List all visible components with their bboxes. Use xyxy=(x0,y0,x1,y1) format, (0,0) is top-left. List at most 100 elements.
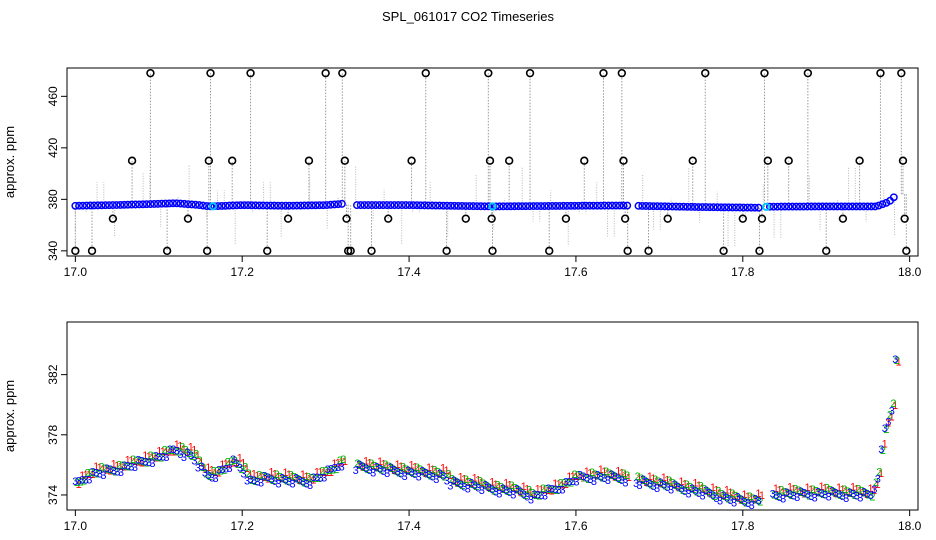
series-2-marker: 2 xyxy=(134,455,140,467)
baseline-point xyxy=(367,201,376,210)
series-3-marker: 3 xyxy=(398,469,404,481)
series-1-marker: 1 xyxy=(671,479,677,491)
series-3-marker: 3 xyxy=(367,465,373,477)
baseline-point xyxy=(101,201,110,210)
series-2-marker: 2 xyxy=(155,452,161,464)
series-3-marker: 3 xyxy=(752,494,758,506)
series-1-marker: 1 xyxy=(889,411,895,423)
series-2-marker: 2 xyxy=(519,487,525,499)
series-1-marker: 1 xyxy=(573,471,579,483)
series-1-marker: 1 xyxy=(783,488,789,500)
series-1-marker: 1 xyxy=(223,459,229,471)
series-1-marker: 1 xyxy=(776,485,782,497)
outlier-point xyxy=(343,246,353,256)
series-1-marker: 1 xyxy=(181,443,187,455)
outlier-point xyxy=(346,246,355,256)
baseline-point xyxy=(709,203,718,212)
series-3-marker: 3 xyxy=(262,471,268,483)
series-2-marker: 2 xyxy=(393,465,399,477)
series-3-marker: 3 xyxy=(724,493,730,505)
baseline-point xyxy=(826,202,834,211)
series-1-marker: 1 xyxy=(840,484,846,496)
series-1-marker: 1 xyxy=(107,466,113,478)
baseline-point xyxy=(420,201,429,210)
baseline-point xyxy=(818,202,827,211)
series-2-marker: 2 xyxy=(820,489,826,501)
series-1-marker: 1 xyxy=(570,471,576,483)
baseline-point xyxy=(322,201,331,209)
series-1-marker: 1 xyxy=(412,462,418,474)
series-3-marker: 3 xyxy=(118,467,124,479)
series-1-marker: 1 xyxy=(608,470,614,482)
series-1-marker: 1 xyxy=(205,462,211,474)
baseline-point xyxy=(142,200,151,209)
series-3-marker: 3 xyxy=(219,464,225,476)
series-1-marker: 1 xyxy=(226,458,232,470)
series-1-marker: 1 xyxy=(370,460,376,472)
series-1-marker: 1 xyxy=(850,481,856,493)
series-3-marker: 3 xyxy=(528,494,534,506)
series-2-marker: 2 xyxy=(158,453,164,465)
series-1-marker: 1 xyxy=(531,489,537,501)
outlier-point xyxy=(822,246,831,256)
series-1-marker: 1 xyxy=(303,471,309,483)
series-2-marker: 2 xyxy=(435,467,441,479)
series-3-marker: 3 xyxy=(696,488,702,500)
series-3-marker: 3 xyxy=(671,479,677,491)
series-3-marker: 3 xyxy=(703,485,709,497)
series-3-marker: 3 xyxy=(240,468,246,480)
bottom-plot-frame xyxy=(66,321,919,511)
baseline-point xyxy=(292,201,301,210)
series-1-marker: 1 xyxy=(100,463,106,475)
series-3-marker: 3 xyxy=(377,464,383,476)
series-3-marker: 3 xyxy=(202,467,208,479)
series-2-marker: 2 xyxy=(551,485,557,497)
series-2-marker: 2 xyxy=(228,456,234,468)
series-1-marker: 1 xyxy=(801,489,807,501)
baseline-point xyxy=(739,203,748,212)
series-3-marker: 3 xyxy=(868,490,874,502)
series-2-marker: 2 xyxy=(249,475,255,487)
series-2-marker: 2 xyxy=(771,489,777,501)
series-1-marker: 1 xyxy=(780,486,786,498)
series-3-marker: 3 xyxy=(479,485,485,497)
baseline-point xyxy=(713,203,722,212)
outlier-point xyxy=(227,156,237,165)
baseline-point xyxy=(679,202,688,211)
series-3-marker: 3 xyxy=(756,495,762,507)
series-3-marker: 3 xyxy=(283,474,289,486)
series-1-marker: 1 xyxy=(640,475,646,487)
outlier-point xyxy=(87,246,97,256)
series-2-marker: 2 xyxy=(883,424,889,436)
series-2-marker: 2 xyxy=(803,489,809,501)
baseline-point xyxy=(747,203,756,212)
x-tick-label: 17.4 xyxy=(397,265,421,279)
baseline-point xyxy=(476,202,485,211)
baseline-point xyxy=(97,201,106,210)
series-1-marker: 1 xyxy=(282,467,288,479)
series-2-marker: 2 xyxy=(635,471,641,483)
series-3-marker: 3 xyxy=(682,486,688,498)
series-3-marker: 3 xyxy=(265,472,271,484)
series-3-marker: 3 xyxy=(721,490,727,502)
series-3-marker: 3 xyxy=(773,490,779,502)
series-3-marker: 3 xyxy=(689,483,695,495)
baseline-point xyxy=(732,203,741,212)
baseline-point xyxy=(285,201,294,210)
series-3-marker: 3 xyxy=(549,484,555,496)
outlier-point xyxy=(127,156,137,165)
outlier-point xyxy=(757,214,767,223)
baseline-point xyxy=(784,202,793,211)
baseline-point xyxy=(705,203,714,212)
series-2-marker: 2 xyxy=(463,474,469,486)
series-2-marker: 2 xyxy=(431,465,437,477)
series-1-marker: 1 xyxy=(528,486,534,498)
baseline-point xyxy=(867,202,876,211)
series-2-marker: 2 xyxy=(98,462,104,474)
series-3-marker: 3 xyxy=(430,472,436,484)
baseline-point xyxy=(274,201,283,210)
x-tick-label: 18.0 xyxy=(898,519,922,533)
series-1-marker: 1 xyxy=(626,472,632,484)
outlier-point xyxy=(461,214,471,223)
series-1-marker: 1 xyxy=(717,487,723,499)
